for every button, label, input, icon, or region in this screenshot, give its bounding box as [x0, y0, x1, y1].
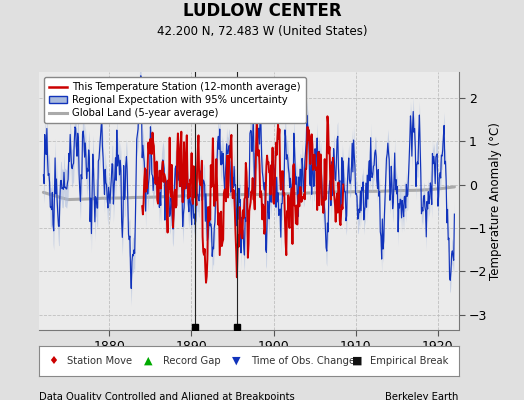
- Text: Time of Obs. Change: Time of Obs. Change: [251, 356, 355, 366]
- Y-axis label: Temperature Anomaly (°C): Temperature Anomaly (°C): [489, 122, 502, 280]
- Text: Record Gap: Record Gap: [163, 356, 221, 366]
- Text: 42.200 N, 72.483 W (United States): 42.200 N, 72.483 W (United States): [157, 25, 367, 38]
- Text: LUDLOW CENTER: LUDLOW CENTER: [183, 2, 341, 20]
- Text: Station Move: Station Move: [67, 356, 132, 366]
- Text: Empirical Break: Empirical Break: [370, 356, 449, 366]
- Text: ▲: ▲: [144, 356, 152, 366]
- Legend: This Temperature Station (12-month average), Regional Expectation with 95% uncer: This Temperature Station (12-month avera…: [45, 77, 306, 123]
- Text: Berkeley Earth: Berkeley Earth: [385, 392, 458, 400]
- Text: ▼: ▼: [232, 356, 241, 366]
- Text: ♦: ♦: [48, 356, 58, 366]
- Text: ■: ■: [352, 356, 362, 366]
- Text: Data Quality Controlled and Aligned at Breakpoints: Data Quality Controlled and Aligned at B…: [39, 392, 295, 400]
